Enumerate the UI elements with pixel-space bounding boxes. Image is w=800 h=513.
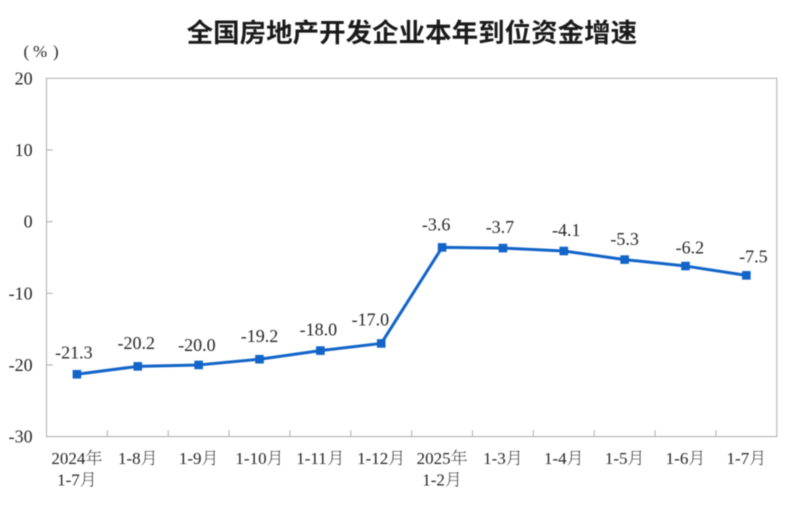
svg-text:20: 20 — [15, 68, 33, 88]
svg-text:1-2: 1-2 — [422, 471, 445, 490]
svg-text:1-10: 1-10 — [235, 449, 266, 468]
svg-text:2024: 2024 — [51, 449, 86, 468]
svg-text:-18.0: -18.0 — [300, 319, 338, 339]
svg-text:-3.7: -3.7 — [486, 217, 515, 237]
svg-text:10: 10 — [15, 140, 33, 160]
svg-text:-19.2: -19.2 — [241, 326, 279, 346]
svg-text:-21.3: -21.3 — [55, 343, 93, 363]
svg-text:1-7: 1-7 — [727, 449, 750, 468]
svg-text:1-12: 1-12 — [357, 449, 388, 468]
svg-text:-20: -20 — [9, 355, 33, 375]
svg-text:-20.0: -20.0 — [178, 335, 216, 355]
svg-text:-6.2: -6.2 — [676, 237, 705, 257]
svg-text:(%): (%) — [24, 42, 59, 61]
svg-text:1-6: 1-6 — [666, 449, 689, 468]
svg-text:-5.3: -5.3 — [610, 229, 639, 249]
svg-text:1-3: 1-3 — [483, 449, 506, 468]
svg-text:1-4: 1-4 — [544, 449, 567, 468]
svg-text:1-9: 1-9 — [179, 449, 202, 468]
svg-text:1-8: 1-8 — [118, 449, 141, 468]
svg-text:-7.5: -7.5 — [739, 247, 768, 267]
svg-text:-4.1: -4.1 — [552, 220, 581, 240]
svg-text:0: 0 — [24, 212, 33, 232]
svg-text:-20.2: -20.2 — [118, 333, 156, 353]
svg-text:-17.0: -17.0 — [352, 309, 390, 329]
svg-text:1-5: 1-5 — [605, 449, 628, 468]
svg-text:2025: 2025 — [417, 449, 451, 468]
svg-text:1-7: 1-7 — [57, 471, 80, 490]
svg-text:1-11: 1-11 — [296, 449, 327, 468]
svg-text:-10: -10 — [9, 283, 33, 303]
svg-text:-30: -30 — [9, 427, 33, 447]
svg-text:-3.6: -3.6 — [422, 215, 451, 235]
